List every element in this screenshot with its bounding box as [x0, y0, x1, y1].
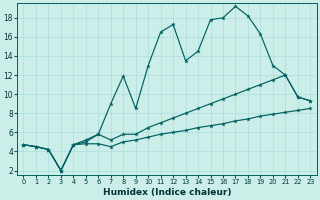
X-axis label: Humidex (Indice chaleur): Humidex (Indice chaleur) [103, 188, 231, 197]
